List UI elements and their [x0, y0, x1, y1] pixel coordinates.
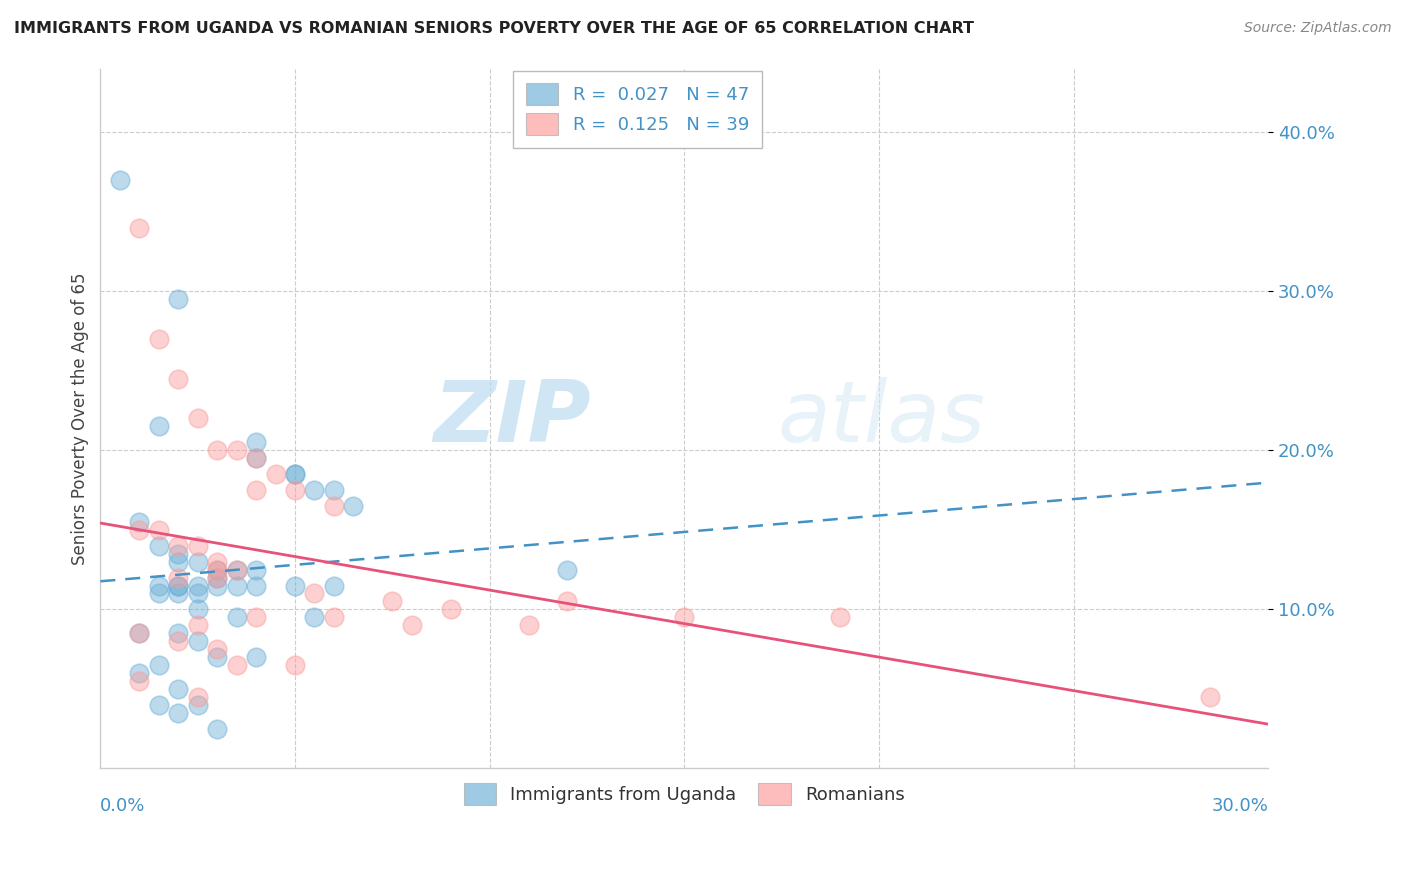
- Point: [187, 602, 209, 616]
- Point: [167, 547, 190, 561]
- Point: [205, 555, 228, 569]
- Point: [167, 706, 190, 720]
- Point: [322, 499, 344, 513]
- Point: [128, 523, 150, 537]
- Point: [128, 220, 150, 235]
- Point: [245, 610, 267, 624]
- Point: [245, 451, 267, 466]
- Point: [245, 578, 267, 592]
- Point: [148, 578, 170, 592]
- Point: [167, 578, 190, 592]
- Text: 30.0%: 30.0%: [1212, 797, 1268, 815]
- Point: [187, 586, 209, 600]
- Point: [381, 594, 404, 608]
- Point: [205, 570, 228, 584]
- Point: [557, 594, 579, 608]
- Point: [304, 483, 326, 497]
- Point: [167, 570, 190, 584]
- Text: ZIP: ZIP: [433, 377, 591, 460]
- Point: [225, 563, 247, 577]
- Point: [148, 523, 170, 537]
- Point: [673, 610, 696, 624]
- Point: [205, 578, 228, 592]
- Point: [167, 555, 190, 569]
- Point: [245, 563, 267, 577]
- Point: [1198, 690, 1220, 704]
- Point: [128, 673, 150, 688]
- Point: [148, 658, 170, 673]
- Point: [557, 563, 579, 577]
- Point: [284, 467, 307, 482]
- Point: [187, 690, 209, 704]
- Point: [187, 411, 209, 425]
- Point: [225, 658, 247, 673]
- Point: [205, 563, 228, 577]
- Point: [167, 626, 190, 640]
- Point: [205, 722, 228, 736]
- Point: [167, 634, 190, 648]
- Text: atlas: atlas: [778, 377, 986, 460]
- Point: [167, 578, 190, 592]
- Point: [517, 618, 540, 632]
- Point: [225, 443, 247, 458]
- Point: [322, 578, 344, 592]
- Point: [187, 698, 209, 712]
- Point: [187, 578, 209, 592]
- Point: [128, 626, 150, 640]
- Point: [245, 650, 267, 665]
- Point: [167, 292, 190, 306]
- Point: [108, 173, 131, 187]
- Point: [167, 586, 190, 600]
- Point: [128, 515, 150, 529]
- Point: [322, 610, 344, 624]
- Point: [187, 634, 209, 648]
- Point: [205, 570, 228, 584]
- Point: [440, 602, 463, 616]
- Point: [187, 555, 209, 569]
- Point: [225, 578, 247, 592]
- Point: [128, 666, 150, 681]
- Point: [187, 618, 209, 632]
- Point: [401, 618, 423, 632]
- Text: IMMIGRANTS FROM UGANDA VS ROMANIAN SENIORS POVERTY OVER THE AGE OF 65 CORRELATIO: IMMIGRANTS FROM UGANDA VS ROMANIAN SENIO…: [14, 21, 974, 36]
- Point: [187, 539, 209, 553]
- Legend: Immigrants from Uganda, Romanians: Immigrants from Uganda, Romanians: [457, 775, 912, 812]
- Point: [284, 578, 307, 592]
- Point: [148, 586, 170, 600]
- Y-axis label: Seniors Poverty Over the Age of 65: Seniors Poverty Over the Age of 65: [72, 272, 89, 565]
- Point: [128, 626, 150, 640]
- Point: [284, 467, 307, 482]
- Point: [148, 539, 170, 553]
- Point: [342, 499, 364, 513]
- Point: [148, 419, 170, 434]
- Point: [167, 372, 190, 386]
- Point: [225, 610, 247, 624]
- Point: [284, 483, 307, 497]
- Point: [205, 642, 228, 657]
- Text: 0.0%: 0.0%: [100, 797, 146, 815]
- Point: [264, 467, 287, 482]
- Point: [148, 698, 170, 712]
- Point: [225, 563, 247, 577]
- Point: [205, 563, 228, 577]
- Point: [205, 443, 228, 458]
- Point: [205, 650, 228, 665]
- Point: [167, 681, 190, 696]
- Point: [322, 483, 344, 497]
- Point: [245, 451, 267, 466]
- Point: [245, 435, 267, 450]
- Point: [828, 610, 851, 624]
- Point: [167, 539, 190, 553]
- Point: [148, 332, 170, 346]
- Text: Source: ZipAtlas.com: Source: ZipAtlas.com: [1244, 21, 1392, 35]
- Point: [284, 658, 307, 673]
- Point: [245, 483, 267, 497]
- Point: [304, 586, 326, 600]
- Point: [304, 610, 326, 624]
